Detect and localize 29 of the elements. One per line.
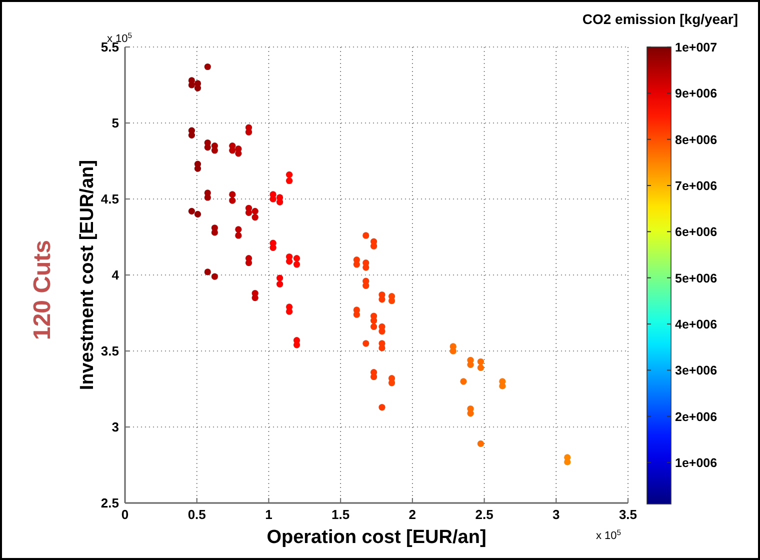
- color-bar-label: 1e+007: [675, 40, 718, 54]
- y-tick-label: 5: [112, 116, 119, 130]
- color-bar-label: 9e+006: [675, 86, 718, 101]
- color-bar-label: 3e+006: [675, 364, 718, 378]
- color-bar-label: 6e+006: [675, 225, 718, 240]
- x-tick-label: 0.5: [188, 507, 206, 522]
- color-bar-label: 5e+006: [675, 271, 718, 286]
- color-bar-label: 2e+006: [675, 410, 718, 424]
- color-bar-title: CO2 emission [kg/year]: [582, 11, 738, 27]
- x-tick-label: 1: [265, 507, 272, 522]
- text: 120 Cuts: [29, 240, 56, 340]
- x-tick-label: 3.5: [618, 507, 638, 522]
- x-tick-label: 0: [121, 507, 129, 522]
- y-axis-title: Investment cost [EUR/an]: [77, 160, 98, 390]
- color-bar-label: 1e+006: [675, 456, 718, 470]
- x-tick-label: 1.5: [332, 507, 350, 522]
- y-tick-label: 4: [112, 268, 120, 282]
- x-tick-label: 2.5: [475, 507, 494, 522]
- text: x 10$^{5}$: [596, 528, 622, 542]
- y-tick-label: 3.5: [100, 344, 119, 358]
- color-bar-label: 4e+006: [675, 317, 718, 332]
- x-tick-label: 2: [408, 507, 416, 522]
- x-tick-label: 3: [552, 507, 560, 522]
- y-tick-label: 2.5: [100, 496, 119, 510]
- y-tick-label: 4.5: [100, 192, 119, 206]
- color-bar-label: 8e+006: [675, 132, 718, 147]
- y-tick-label: 3: [112, 420, 119, 434]
- x-axis-title: Operation cost [EUR/an]: [266, 527, 486, 548]
- color-bar-label: 7e+006: [675, 178, 718, 193]
